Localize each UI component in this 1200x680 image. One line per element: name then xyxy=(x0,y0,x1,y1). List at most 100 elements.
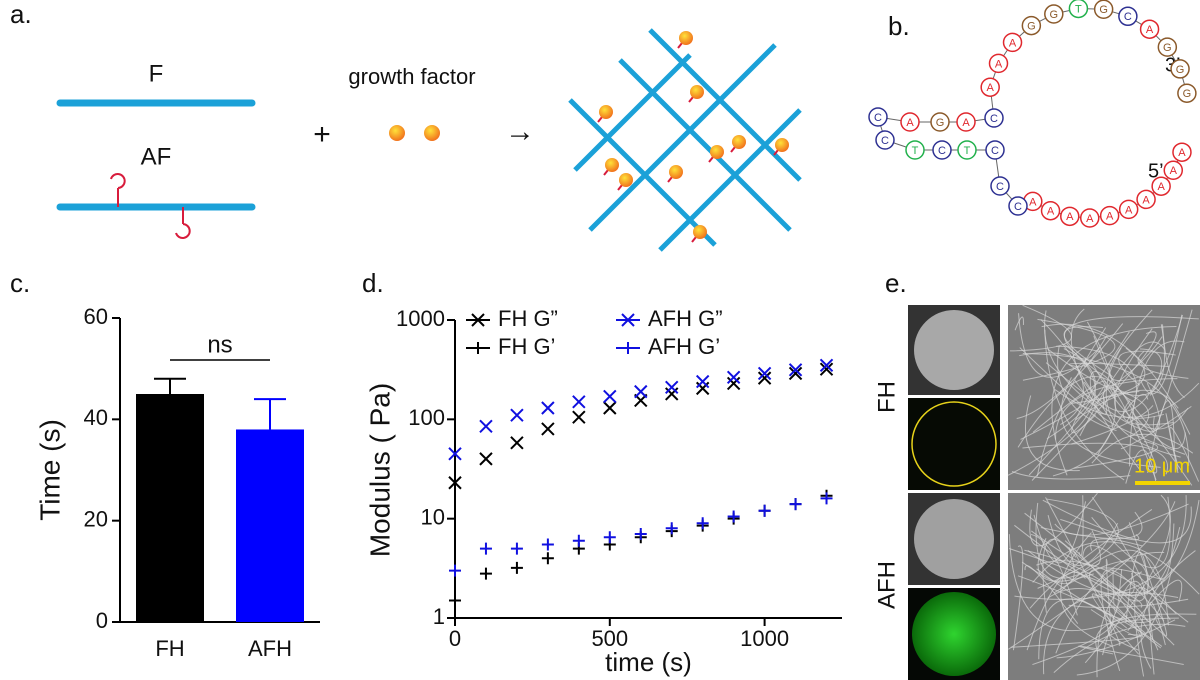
fiber xyxy=(1022,442,1168,475)
growth-factor xyxy=(732,135,746,149)
base-letter: A xyxy=(1106,211,1114,223)
fiber xyxy=(1032,541,1200,595)
x-tick-label: AFH xyxy=(248,636,292,661)
point xyxy=(541,552,554,565)
fiber xyxy=(1068,598,1189,609)
fiber xyxy=(1060,549,1169,626)
fiber xyxy=(1041,323,1191,435)
fiber xyxy=(1014,495,1187,600)
fiber xyxy=(1020,336,1163,440)
base xyxy=(1060,206,1080,227)
y-tick-label: 60 xyxy=(84,304,108,329)
y-tick-label: 40 xyxy=(84,405,108,430)
growth-factor xyxy=(599,105,613,119)
fiber xyxy=(1056,345,1137,422)
fiber xyxy=(1105,347,1181,458)
x-tick-label: FH xyxy=(155,636,184,661)
point xyxy=(479,542,492,555)
point xyxy=(788,366,803,381)
fiber-label: F xyxy=(149,60,164,87)
diagram-a: F AF + growth factor → xyxy=(56,28,802,252)
fiber-label: AF xyxy=(141,143,172,170)
y-tick-label: 1 xyxy=(433,604,445,629)
base xyxy=(930,112,950,132)
point xyxy=(758,504,771,517)
fiber xyxy=(1036,568,1161,624)
panel-label: a. xyxy=(10,0,32,29)
fiber xyxy=(1012,545,1024,651)
base xyxy=(984,108,1004,128)
panel-label: e. xyxy=(885,268,907,298)
fiber xyxy=(1054,503,1189,536)
base-letter: A xyxy=(995,58,1003,70)
base-letter: G xyxy=(1050,9,1059,21)
bar xyxy=(236,429,304,622)
point xyxy=(572,534,585,547)
point xyxy=(665,380,679,395)
y-tick-label: 0 xyxy=(96,608,108,633)
base-letter: G xyxy=(936,117,945,129)
fiber xyxy=(1047,588,1175,646)
y-tick-label: 100 xyxy=(408,405,445,430)
point xyxy=(448,476,462,490)
base xyxy=(1040,200,1061,221)
base-letter: C xyxy=(991,145,999,157)
y-tick-label: 20 xyxy=(84,506,108,531)
base xyxy=(932,140,952,160)
base xyxy=(988,53,1009,74)
point xyxy=(510,542,523,555)
base-letter: A xyxy=(1146,24,1154,36)
y-tick-label: 1000 xyxy=(396,306,445,331)
fiber xyxy=(1127,579,1183,631)
base xyxy=(1163,160,1184,180)
growth-factor xyxy=(690,85,704,99)
base-letter: A xyxy=(1170,165,1178,177)
point xyxy=(541,422,555,436)
x-tick-label: 500 xyxy=(591,626,628,651)
base-letter: C xyxy=(938,145,946,157)
base xyxy=(1151,176,1171,196)
base-letter: A xyxy=(906,117,914,129)
fiber xyxy=(1063,326,1113,378)
fiber xyxy=(1043,310,1099,409)
base-letter: A xyxy=(1142,194,1150,206)
growth-factor xyxy=(693,225,707,239)
fiber xyxy=(1053,623,1186,674)
base-letter: A xyxy=(1009,37,1017,49)
base-letter: T xyxy=(1075,3,1082,15)
row-label: FH xyxy=(873,381,900,413)
point xyxy=(448,447,462,461)
fiber xyxy=(1046,348,1096,440)
point xyxy=(572,410,586,424)
fiber xyxy=(1045,362,1161,432)
bar xyxy=(136,394,204,622)
base xyxy=(990,176,1010,196)
point xyxy=(634,384,648,399)
fiber xyxy=(1043,591,1179,675)
fiber xyxy=(1091,496,1171,569)
fiber xyxy=(1128,522,1168,637)
fiber xyxy=(1030,533,1078,616)
fiber xyxy=(1024,512,1148,621)
droplet xyxy=(914,499,994,579)
annotation: ns xyxy=(207,331,232,358)
base-letter: T xyxy=(964,145,971,157)
fiber xyxy=(1032,610,1115,666)
legend-marker xyxy=(616,342,640,354)
fiber xyxy=(1162,324,1185,399)
point xyxy=(449,594,461,607)
fiber xyxy=(1035,502,1100,579)
gf-label: growth factor xyxy=(348,64,475,89)
base xyxy=(1079,208,1100,228)
growth-factor xyxy=(424,125,440,141)
mesh xyxy=(568,28,802,252)
base xyxy=(1118,199,1139,220)
fiber xyxy=(1125,449,1157,484)
fiber xyxy=(1060,532,1113,647)
fiber xyxy=(1014,316,1024,331)
fiber xyxy=(1040,319,1084,426)
fiber xyxy=(1016,323,1124,419)
bound-factors xyxy=(597,31,789,243)
base-letter: A xyxy=(1066,211,1074,223)
